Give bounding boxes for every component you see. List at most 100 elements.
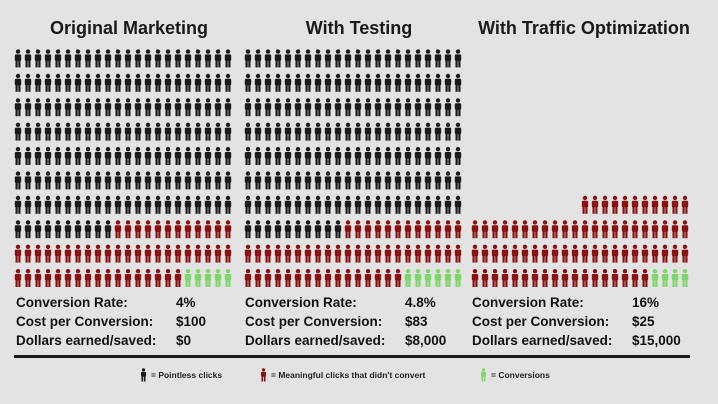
meaningful-click-icon [274,269,282,287]
pointless-click-icon [34,171,42,190]
pointless-click-icon [44,122,52,141]
pointless-click-icon [164,147,172,165]
pointless-click-icon [334,73,342,92]
meaningful-click-icon [274,244,282,263]
pointless-click-icon [134,98,142,117]
pointless-click-icon [14,122,22,141]
pointless-click-icon [34,49,42,68]
pointless-click-icon [54,73,62,92]
pointless-click-icon [384,49,392,68]
pointless-click-icon [204,171,212,190]
pointless-click-icon [84,73,92,92]
meaningful-click-icon [571,220,579,239]
pointless-click-icon [74,220,82,239]
pointless-click-icon [264,147,272,165]
pointless-click-icon [374,49,382,68]
meaningful-click-icon [591,220,599,239]
pointless-click-icon [354,98,362,117]
pointless-click-icon [64,171,72,190]
pointless-click-icon [244,220,252,239]
pointless-click-icon [194,98,202,117]
pointless-click-icon [244,122,252,141]
meaningful-click-icon [354,244,362,263]
pointless-click-icon [384,98,392,117]
pointless-click-icon [214,122,222,141]
meaningful-click-icon [531,269,539,287]
pointless-click-icon [384,147,392,165]
pointless-click-icon [354,49,362,68]
pointless-click-icon [244,171,252,190]
meaningful-click-icon [244,244,252,263]
pointless-click-icon [444,98,452,117]
pointless-click-icon [364,171,372,190]
meaningful-click-icon [74,244,82,263]
pointless-click-icon [284,147,292,165]
pointless-click-icon [14,220,22,239]
pointless-click-icon [314,195,322,214]
pointless-click-icon [444,49,452,68]
meaningful-click-icon [184,220,192,239]
meaningful-click-icon [561,244,569,263]
meaningful-click-icon [424,244,432,263]
pointless-click-icon [174,49,182,68]
pointless-click-icon [184,122,192,141]
pointless-click-icon [184,49,192,68]
pointless-click-icon [414,98,422,117]
meaningful-click-icon [354,269,362,287]
meaningful-click-icon [541,220,549,239]
pointless-click-icon [164,195,172,214]
legend-item-pointless: = Pointless clicks [140,368,222,382]
pointless-click-icon [154,171,162,190]
pointless-click-icon [54,220,62,239]
stat-row-cost-per-conversion: Cost per Conversion: $83 [245,312,470,331]
pointless-click-icon [404,49,412,68]
meaningful-click-icon [511,269,519,287]
legend: = Pointless clicks = Meaningful clicks t… [0,366,718,388]
stat-label: Conversion Rate: [472,295,584,310]
pointless-click-icon [314,98,322,117]
pointless-click-icon [354,171,362,190]
pointless-click-icon [364,195,372,214]
pointless-click-icon [194,171,202,190]
pointless-click-icon [14,147,22,165]
pointless-click-icon [404,147,412,165]
meaningful-click-icon [424,220,432,239]
stats-original-marketing: Conversion Rate: 4% Cost per Conversion:… [16,293,244,350]
pointless-click-icon [164,122,172,141]
pointless-click-icon [314,122,322,141]
pointless-click-icon [264,98,272,117]
pointless-click-icon [264,122,272,141]
pointless-click-icon [204,73,212,92]
pointless-click-icon [344,195,352,214]
pointless-click-icon [144,171,152,190]
pointless-click-icon [354,122,362,141]
meaningful-click-icon [154,220,162,239]
pointless-click-icon [204,49,212,68]
pointless-click-icon [84,147,92,165]
pointless-click-icon [294,220,302,239]
meaningful-click-icon [444,220,452,239]
pointless-click-icon [194,49,202,68]
pointless-click-icon [334,220,342,239]
meaningful-click-icon [611,220,619,239]
pointless-click-icon [274,49,282,68]
conversion-icon [214,269,222,287]
meaningful-click-icon [641,244,649,263]
meaningful-click-icon [581,220,589,239]
pointless-click-icon [224,122,232,141]
pointless-click-icon [334,98,342,117]
meaningful-click-icon [104,244,112,263]
pointless-click-icon [424,73,432,92]
legend-label: = Meaningful clicks that didn't convert [271,370,426,380]
meaningful-click-icon [54,269,62,287]
pointless-click-icon [364,49,372,68]
pointless-click-icon [104,122,112,141]
meaningful-click-icon [44,269,52,287]
meaningful-click-icon [204,220,212,239]
meaningful-click-icon [84,244,92,263]
pointless-click-icon [134,195,142,214]
meaningful-click-icon [134,269,142,287]
pointless-click-icon [284,49,292,68]
meaningful-click-icon [531,244,539,263]
meaningful-click-icon [314,244,322,263]
